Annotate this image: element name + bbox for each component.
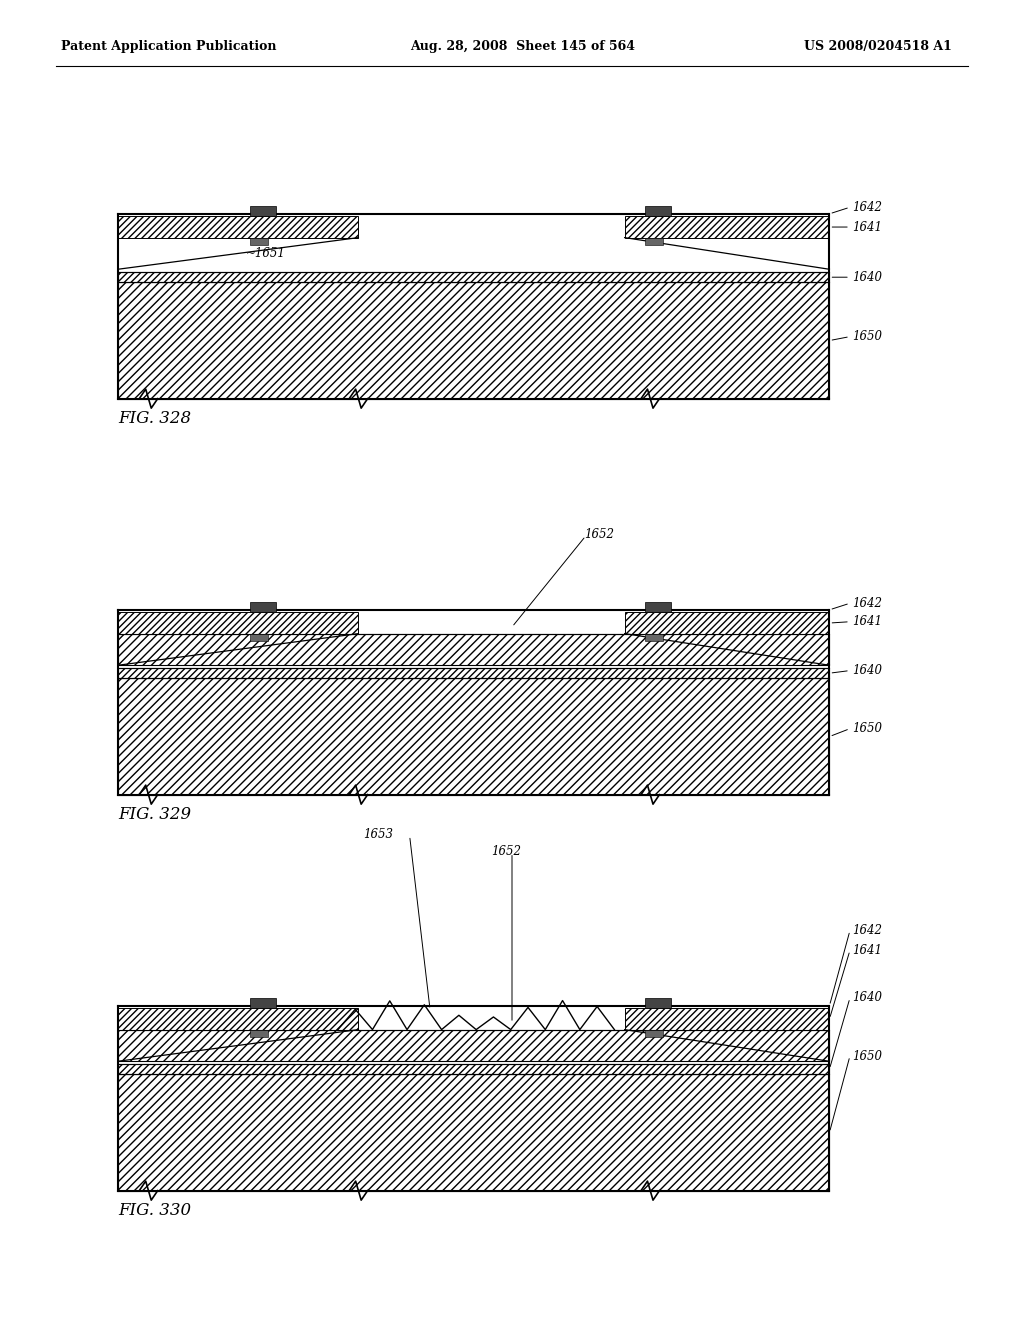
Text: Aug. 28, 2008  Sheet 145 of 564: Aug. 28, 2008 Sheet 145 of 564	[410, 40, 635, 53]
Bar	[625, 216, 829, 238]
Bar	[118, 668, 829, 678]
Text: FIG. 329: FIG. 329	[118, 807, 190, 822]
Text: ~1651: ~1651	[246, 247, 286, 260]
Text: 1641: 1641	[852, 220, 882, 234]
Bar	[250, 602, 275, 612]
Text: FIG. 328: FIG. 328	[118, 411, 190, 426]
Bar	[645, 206, 671, 216]
Text: 1640: 1640	[852, 991, 882, 1005]
Bar	[645, 998, 671, 1008]
Bar	[250, 634, 268, 642]
Bar	[625, 1008, 829, 1030]
Text: 1650: 1650	[852, 722, 882, 735]
Text: 1642: 1642	[852, 201, 882, 214]
Text: 1653: 1653	[364, 828, 393, 841]
Text: US 2008/0204518 A1: US 2008/0204518 A1	[805, 40, 952, 53]
Text: 1642: 1642	[852, 597, 882, 610]
Text: 1652: 1652	[492, 845, 521, 858]
Text: FIG. 330: FIG. 330	[118, 1203, 190, 1218]
Bar	[118, 272, 829, 282]
Text: Patent Application Publication: Patent Application Publication	[61, 40, 276, 53]
Bar	[250, 1030, 268, 1038]
Bar	[118, 1064, 829, 1074]
Bar	[645, 1030, 664, 1038]
Text: 1640: 1640	[852, 271, 882, 284]
Bar	[118, 1030, 829, 1061]
Bar	[118, 1008, 358, 1030]
Bar	[118, 216, 358, 238]
Bar	[118, 282, 829, 399]
Text: 1641: 1641	[852, 944, 882, 957]
Bar	[250, 238, 268, 246]
Bar	[645, 634, 664, 642]
Bar	[645, 238, 664, 246]
Text: 1640: 1640	[852, 664, 882, 677]
Bar	[625, 612, 829, 634]
Text: 1642: 1642	[852, 924, 882, 937]
Text: 1641: 1641	[852, 615, 882, 628]
Bar	[118, 634, 829, 665]
Bar	[250, 998, 275, 1008]
Bar	[118, 612, 358, 634]
Bar	[118, 1074, 829, 1191]
Bar	[118, 678, 829, 795]
Text: 1652: 1652	[584, 528, 613, 541]
Bar	[118, 238, 829, 269]
Text: 1650: 1650	[852, 1049, 882, 1063]
Text: 1650: 1650	[852, 330, 882, 343]
Bar	[250, 206, 275, 216]
Bar	[645, 602, 671, 612]
